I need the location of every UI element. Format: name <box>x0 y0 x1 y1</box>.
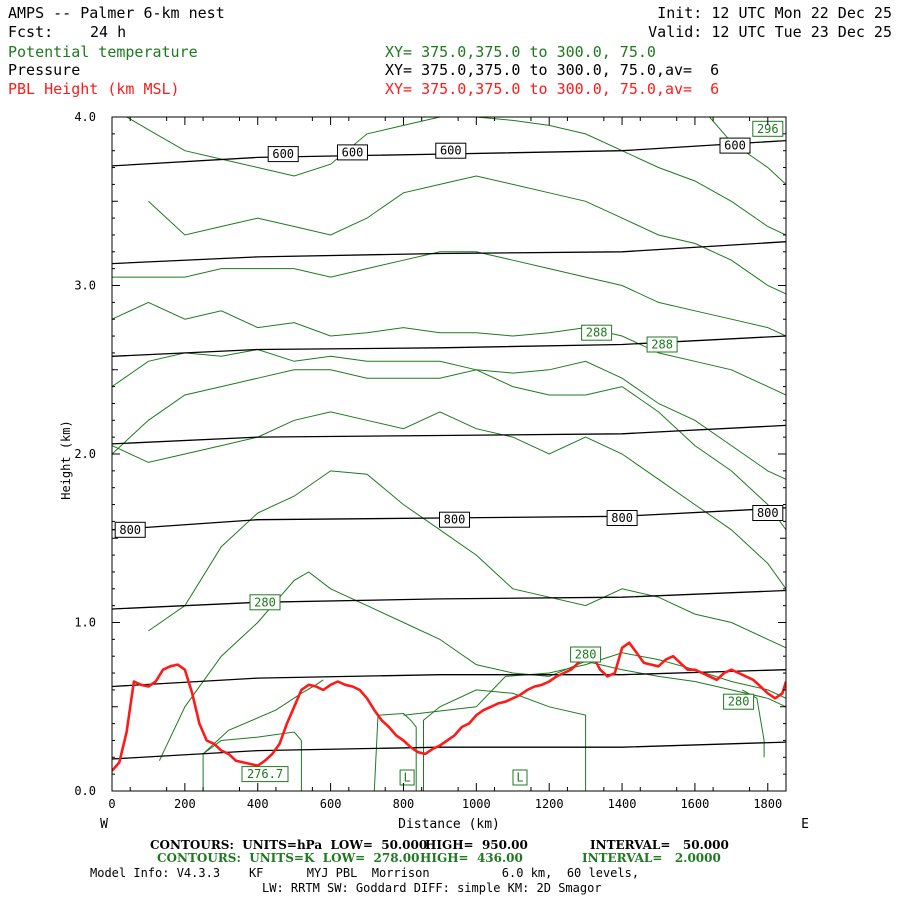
pressure-label-box-1 <box>337 144 368 161</box>
theta-contour-12 <box>112 251 786 337</box>
theta-contour-11 <box>112 301 786 396</box>
theta-label-box-6 <box>241 766 289 783</box>
y-tick-label-1: 1.0 <box>74 616 96 630</box>
forecast-label: Fcst: <box>8 23 54 41</box>
x-tick-label-5: 1000 <box>462 797 491 811</box>
model-title: AMPS -- Palmer 6-km nest <box>8 4 225 22</box>
theta-label-3: 280 <box>254 595 276 609</box>
xy-pbl: XY= 375.0,375.0 to 300.0, 75.0,av= 6 <box>385 80 720 98</box>
xy-pressure: XY= 375.0,375.0 to 300.0, 75.0,av= 6 <box>385 61 720 79</box>
pressure-label-box-2 <box>435 142 467 159</box>
y-tick-label-2: 2.0 <box>74 447 96 461</box>
pbl-height-line <box>112 641 786 772</box>
field-pbl-label: PBL Height (km MSL) <box>8 80 180 98</box>
theta-contours <box>112 117 786 791</box>
theta-label-6: 276.7 <box>247 767 283 781</box>
pressure-label-box-4 <box>114 521 146 538</box>
pressure-contour-5 <box>112 335 786 357</box>
theta-label-5: 280 <box>728 695 750 709</box>
theta-label-box-2 <box>646 336 678 353</box>
field-pressure-label: Pressure <box>8 61 81 79</box>
theta-contour-1 <box>373 712 417 791</box>
footer-pressure-high: HIGH= 950.00 <box>425 838 528 852</box>
theta-label-0: 296 <box>757 122 779 136</box>
x-tick-label-0: 0 <box>108 797 115 811</box>
pressure-label-box-6 <box>606 510 638 526</box>
pressure-label-7: 800 <box>757 506 779 520</box>
theta-contour-7 <box>148 470 786 649</box>
y-tick-label-0: 0.0 <box>74 784 96 798</box>
x-tick-label-4: 800 <box>393 797 415 811</box>
pressure-label-box-3 <box>719 137 751 154</box>
theta-label-7: L <box>403 771 410 785</box>
footer-model-info: Model Info: V4.3.3 KF MYJ PBL Morrison 6… <box>90 866 640 880</box>
pressure-label-3: 600 <box>724 139 746 153</box>
pressure-label-5: 800 <box>444 513 466 527</box>
theta-contour-3 <box>202 679 324 755</box>
theta-contour-13 <box>148 175 786 295</box>
footer-pressure-interval: INTERVAL= 50.000 <box>590 838 729 852</box>
theta-label-4: 280 <box>575 648 597 662</box>
pressure-contour-0 <box>112 741 786 760</box>
forecast-hour: 24 h <box>90 23 127 41</box>
theta-contour-6 <box>158 571 786 761</box>
theta-label-box-4 <box>570 646 602 663</box>
theta-contour-2 <box>423 689 587 791</box>
pressure-label-4: 800 <box>119 523 141 537</box>
pressure-contour-4 <box>112 424 786 445</box>
pbl-height-series <box>112 641 786 772</box>
theta-contour-14 <box>126 117 786 236</box>
pressure-label-1: 600 <box>342 145 364 159</box>
theta-contour-15 <box>709 117 786 185</box>
pressure-label-0: 600 <box>272 147 294 161</box>
axes: 0 200 400 600 800 1000 1200 1400 1600 1800 0.0 1.0 2… <box>74 110 786 811</box>
y-axis-label: Height (km) <box>59 420 73 499</box>
theta-contour-10 <box>112 348 786 480</box>
valid-time: Valid: 12 UTC Tue 23 Dec 25 <box>648 23 892 41</box>
x-axis-label: Distance (km) <box>398 817 500 832</box>
footer-theta-contours: CONTOURS: UNITS=K LOW= 278.00 <box>157 851 420 865</box>
footer-pressure-contours: CONTOURS: UNITS=hPa LOW= 50.000 <box>150 838 428 852</box>
pressure-label-box-0 <box>267 146 299 163</box>
theta-contour-9 <box>112 369 786 531</box>
x-tick-label-3: 600 <box>320 797 342 811</box>
y-tick-label-3: 3.0 <box>74 279 96 293</box>
theta-label-1: 288 <box>586 326 608 340</box>
theta-label-box-5 <box>723 693 755 710</box>
pressure-label-2: 600 <box>440 144 462 158</box>
theta-contour-4 <box>403 652 786 716</box>
y-tick-label-4: 4.0 <box>74 110 96 124</box>
x-tick-label-6: 1200 <box>535 797 564 811</box>
theta-label-box-1 <box>581 324 613 341</box>
plot-frame <box>111 116 787 792</box>
theta-label-8: L <box>516 771 523 785</box>
pressure-label-box-7 <box>752 505 784 521</box>
theta-label-box-3 <box>249 594 281 611</box>
theta-label-box-7 <box>399 769 415 786</box>
pressure-contour-1 <box>112 669 786 688</box>
init-time: Init: 12 UTC Mon 22 Dec 25 <box>657 4 892 22</box>
theta-contour-8 <box>112 411 786 590</box>
x-tick-label-1: 200 <box>174 797 196 811</box>
x-tick-label-7: 1400 <box>608 797 637 811</box>
footer-theta-high: HIGH= 436.00 <box>420 851 523 865</box>
east-end-label: E <box>801 817 809 832</box>
field-theta-label: Potential temperature <box>8 43 198 61</box>
theta-label-box-8 <box>512 769 528 786</box>
theta-label-2: 288 <box>651 338 673 352</box>
contour-labels: 600 600 600 600 800 800 800 800 296 288 288 280 280 2… <box>114 120 784 786</box>
x-tick-label-2: 400 <box>247 797 269 811</box>
pressure-contour-6 <box>112 241 786 265</box>
pressure-label-box-5 <box>439 511 470 528</box>
pressure-label-6: 800 <box>611 511 633 525</box>
x-tick-label-9: 1800 <box>753 797 782 811</box>
x-tick-label-8: 1600 <box>680 797 709 811</box>
footer-physics-info: LW: RRTM SW: Goddard DIFF: simple KM: 2D… <box>262 881 602 895</box>
pressure-contour-2 <box>112 589 786 610</box>
west-end-label: W <box>100 817 108 832</box>
footer-theta-interval: INTERVAL= 2.0000 <box>582 851 721 865</box>
xy-theta: XY= 375.0,375.0 to 300.0, 75.0 <box>385 43 656 61</box>
